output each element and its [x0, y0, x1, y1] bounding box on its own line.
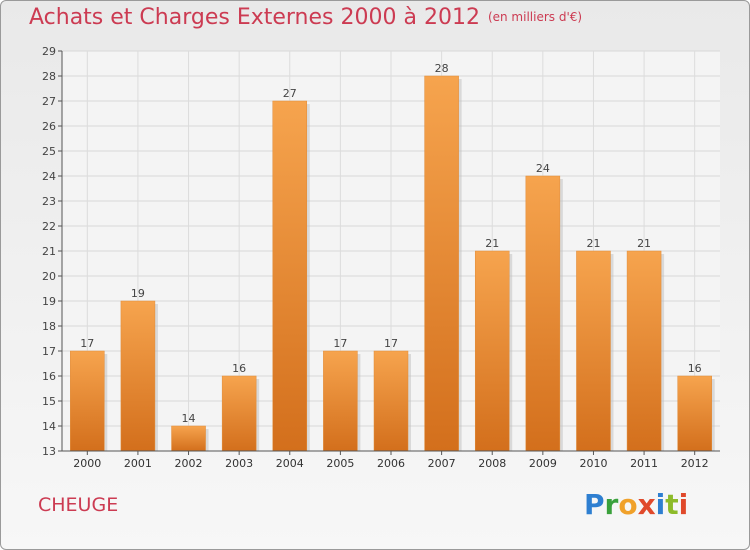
- y-tick-label: 24: [42, 170, 56, 183]
- x-tick-label: 2012: [681, 457, 709, 470]
- x-tick-label: 2006: [377, 457, 405, 470]
- bar: [626, 250, 662, 452]
- y-tick-label: 28: [42, 70, 56, 83]
- logo-letter: x: [637, 488, 656, 521]
- logo-letter: i: [655, 488, 666, 521]
- y-tick-label: 15: [42, 395, 56, 408]
- data-label: 17: [333, 337, 347, 350]
- y-tick-label: 20: [42, 270, 56, 283]
- x-tick-label: 2001: [124, 457, 152, 470]
- bar: [474, 250, 510, 452]
- bar: [424, 75, 459, 452]
- title-unit: (en milliers d'€): [487, 10, 583, 24]
- data-label: 16: [232, 362, 246, 375]
- bar: [525, 175, 561, 452]
- data-label: 19: [131, 287, 145, 300]
- x-tick-label: 2011: [630, 457, 658, 470]
- bars: 17 19 14 16 27 17 17 28 21 24 21 21 16: [70, 62, 715, 452]
- y-tick-label: 26: [42, 120, 56, 133]
- logo-letter: r: [604, 488, 619, 521]
- logo-letter: P: [584, 488, 605, 521]
- x-tick-label: 2010: [579, 457, 607, 470]
- x-tick-label: 2007: [428, 457, 456, 470]
- y-tick-label: 25: [42, 145, 56, 158]
- logo-letter: t: [665, 488, 679, 521]
- y-tick-label: 22: [42, 220, 56, 233]
- data-label: 14: [182, 412, 196, 425]
- title-main: Achats et Charges Externes 2000 à 2012: [29, 5, 480, 30]
- commune-name: CHEUGE: [38, 494, 119, 516]
- proxiti-logo: Proxiti: [584, 488, 688, 521]
- bar: [323, 350, 358, 452]
- y-tick-label: 13: [42, 445, 56, 458]
- x-tick-label: 2009: [529, 457, 557, 470]
- y-tick-label: 21: [42, 245, 56, 258]
- y-tick-label: 16: [42, 370, 56, 383]
- bar: [373, 350, 409, 452]
- bar: [120, 300, 156, 452]
- bar: [70, 350, 105, 452]
- logo-letter: o: [618, 488, 638, 521]
- x-tick-label: 2008: [478, 457, 506, 470]
- data-label: 17: [384, 337, 398, 350]
- bar: [677, 375, 712, 452]
- data-label: 27: [283, 87, 297, 100]
- data-label: 24: [536, 162, 550, 175]
- y-tick-label: 27: [42, 95, 56, 108]
- x-tick-label: 2005: [326, 457, 354, 470]
- y-tick-label: 18: [42, 320, 56, 333]
- logo-letter: i: [678, 488, 689, 521]
- x-tick-label: 2004: [276, 457, 304, 470]
- bar: [171, 425, 206, 452]
- x-tick-label: 2000: [73, 457, 101, 470]
- bar: [272, 100, 308, 452]
- data-label: 28: [435, 62, 449, 75]
- x-tick-label: 2002: [175, 457, 203, 470]
- data-label: 21: [485, 237, 499, 250]
- data-label: 16: [688, 362, 702, 375]
- y-tick-label: 19: [42, 295, 56, 308]
- y-tick-label: 29: [42, 45, 56, 58]
- data-label: 21: [586, 237, 600, 250]
- y-tick-label: 23: [42, 195, 56, 208]
- y-tick-label: 17: [42, 345, 56, 358]
- data-label: 21: [637, 237, 651, 250]
- data-label: 17: [80, 337, 94, 350]
- axes: 13 14 15 16 17 18 19 20 21 22 23 24 25 26 27 28 29 2000 20…: [42, 45, 720, 470]
- bar: [576, 250, 611, 452]
- bar: [221, 375, 257, 452]
- chart-title: Achats et Charges Externes 2000 à 2012 (e…: [29, 5, 582, 30]
- x-tick-label: 2003: [225, 457, 253, 470]
- y-tick-label: 14: [42, 420, 56, 433]
